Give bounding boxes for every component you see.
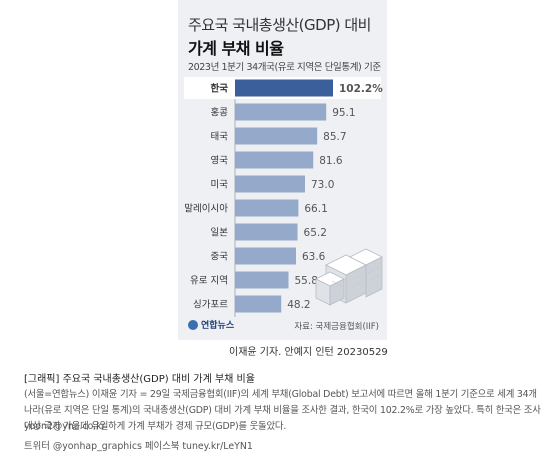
bar-2 <box>235 127 318 145</box>
caption-body: (서울=연합뉴스) 이재윤 기자 = 29일 국제금융협회(IIF)의 세계 부… <box>24 389 541 432</box>
caption-title: [그래픽] 주요국 국내총생산(GDP) 대비 가계 부채 비율 <box>24 374 255 385</box>
bar-6 <box>235 223 298 241</box>
chart-card: 주요국 국내총생산(GDP) 대비 가계 부채 비율 2023년 1분기 34개… <box>178 0 387 340</box>
chart-title-line1: 주요국 국내총생산(GDP) 대비 <box>188 16 371 34</box>
value-label-2: 85.7 <box>323 131 346 143</box>
category-label-4: 미국 <box>211 180 229 191</box>
credit-line: 이재윤 기자. 안예지 인턴 20230529 <box>229 347 388 358</box>
category-label-1: 홍콩 <box>211 107 229 119</box>
bar-7 <box>235 247 296 265</box>
bar-5 <box>235 199 299 217</box>
chart-title-line2: 가계 부채 비율 <box>188 39 284 58</box>
value-label-4: 73.0 <box>311 179 334 191</box>
yonhap-logo: 연합뉴스 <box>188 318 234 331</box>
bar-8 <box>235 271 289 289</box>
category-label-2: 태국 <box>211 132 229 143</box>
value-label-8: 55.8 <box>295 275 318 287</box>
category-label-0: 한국 <box>211 83 229 95</box>
caption-email[interactable]: yoon2@yna.co.kr <box>24 421 106 432</box>
buildings-illustration <box>315 248 383 306</box>
yonhap-logo-icon <box>188 319 198 330</box>
category-label-5: 말레이시아 <box>184 203 228 215</box>
source-note: 자료: 국제금융협회(IIF) <box>294 322 379 332</box>
bar-1 <box>235 103 327 121</box>
category-label-8: 유로 지역 <box>190 276 228 287</box>
value-label-9: 48.2 <box>287 299 310 311</box>
value-label-1: 95.1 <box>332 107 355 119</box>
bar-0 <box>235 79 333 97</box>
chart-subtitle: 2023년 1분기 34개국(유로 지역은 단일통계) 기준 <box>188 62 381 73</box>
value-label-3: 81.6 <box>319 155 343 167</box>
category-label-6: 일본 <box>211 228 229 239</box>
bar-chart: 한국 102.2% 홍콩 95.1 태국 85.7 영국 81.6 미국 73.0 말레이시아 66.… <box>184 77 383 317</box>
category-label-9: 싱가포르 <box>193 300 228 311</box>
caption-social[interactable]: 트위터 @yonhap_graphics 페이스북 tuney.kr/LeYN1 <box>24 441 253 452</box>
value-label-6: 65.2 <box>304 227 327 239</box>
value-label-0: 102.2% <box>339 83 383 95</box>
category-label-3: 영국 <box>211 156 229 167</box>
bar-9 <box>235 295 282 313</box>
bar-4 <box>235 175 305 193</box>
value-label-5: 66.1 <box>304 203 327 215</box>
logo-text: 연합뉴스 <box>201 321 235 331</box>
bar-3 <box>235 151 314 169</box>
category-label-7: 중국 <box>211 252 229 263</box>
value-label-7: 63.6 <box>302 251 326 263</box>
